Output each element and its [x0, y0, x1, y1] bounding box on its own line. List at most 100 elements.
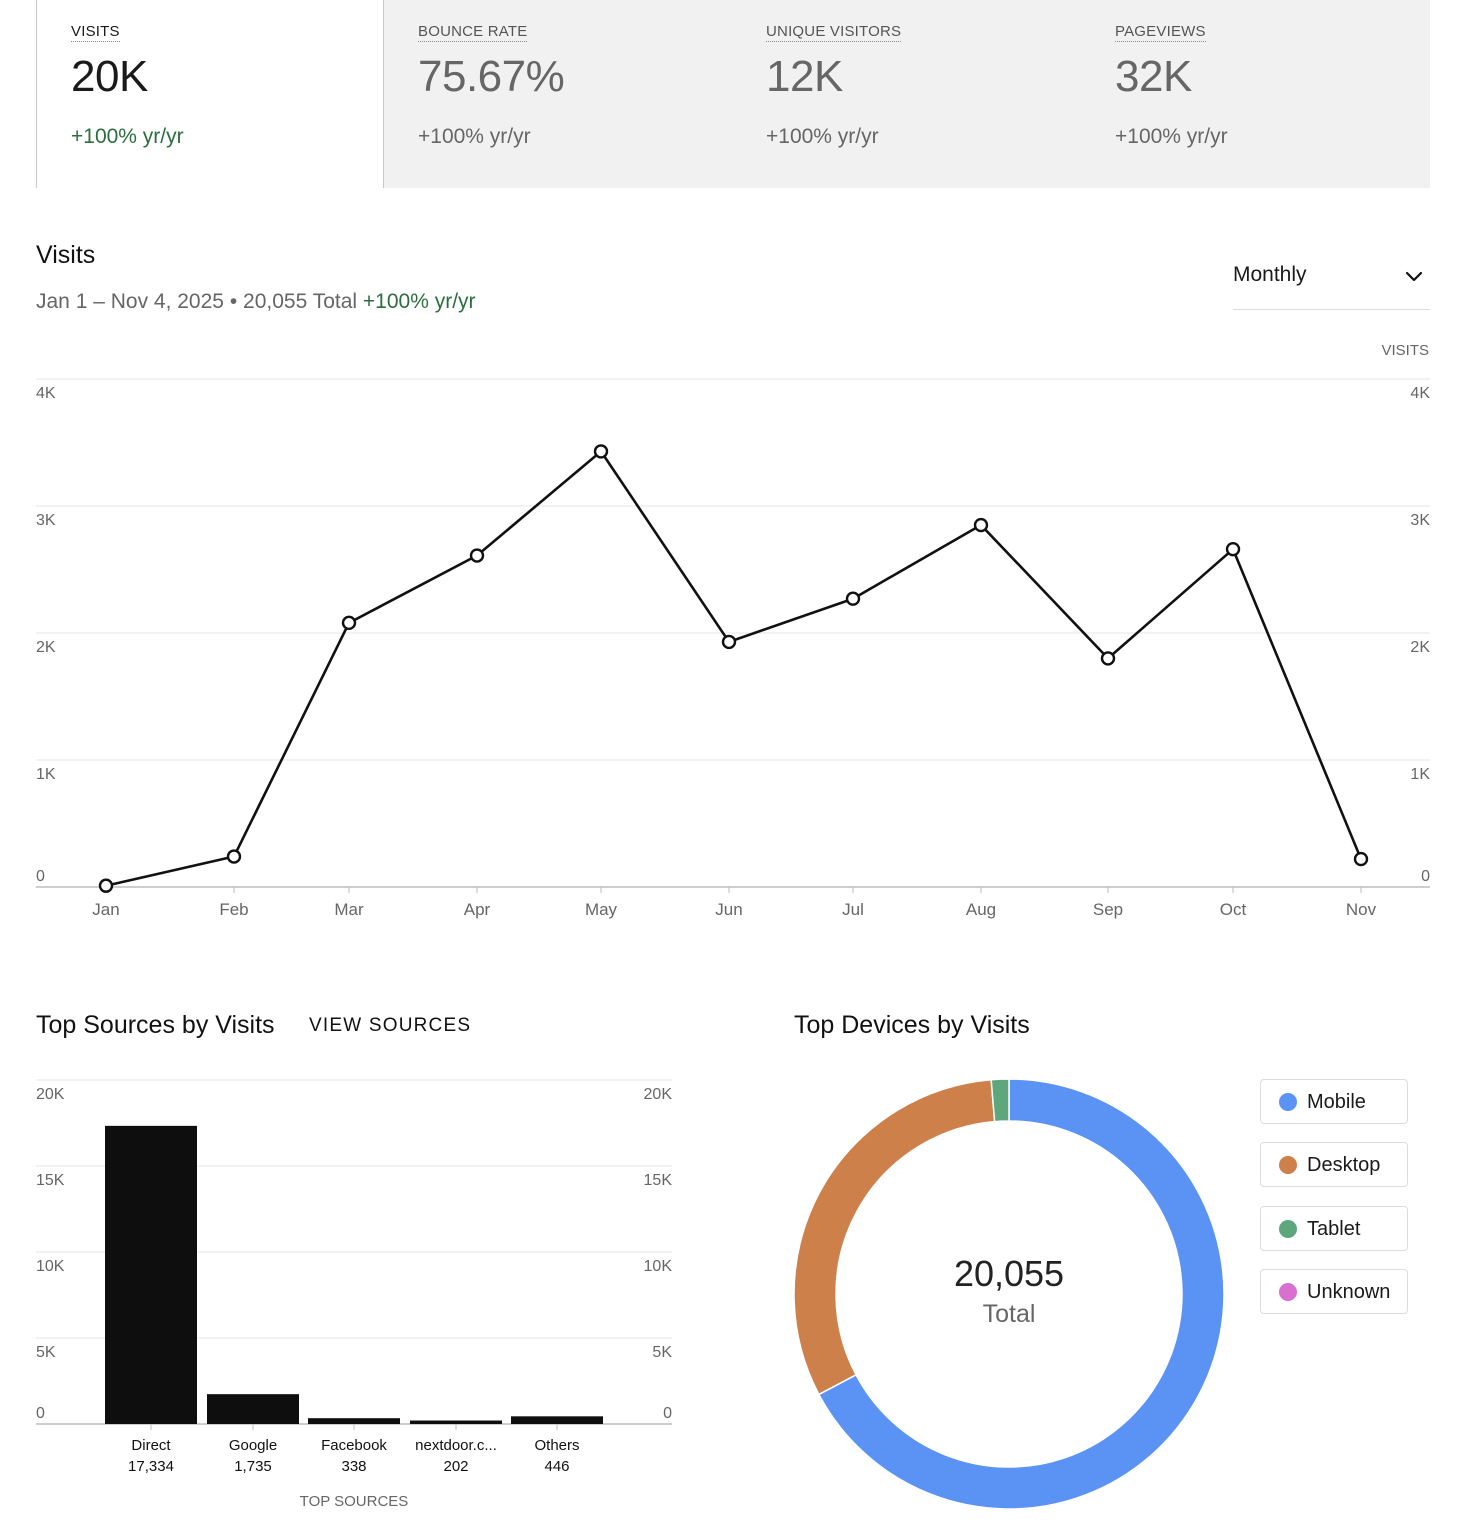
- data-point[interactable]: [1225, 541, 1241, 557]
- legend-item-tablet[interactable]: Tablet: [1260, 1206, 1408, 1251]
- y-tick-label-right: 4K: [1410, 385, 1430, 402]
- metric-card-visits[interactable]: VISITS 20K +100% yr/yr: [36, 0, 384, 188]
- x-tick-label: Jul: [842, 900, 864, 919]
- source-bar[interactable]: [308, 1418, 400, 1424]
- x-tick-label: Mar: [334, 900, 364, 919]
- donut-center-label: Total: [983, 1300, 1036, 1328]
- metric-value: 32K: [1115, 52, 1192, 101]
- metric-value: 75.67%: [418, 52, 565, 101]
- x-tick-label: Oct: [1220, 900, 1247, 919]
- metric-label: VISITS: [71, 23, 120, 42]
- y-tick-label-left: 10K: [36, 1258, 65, 1275]
- x-tick-label: Direct: [131, 1437, 171, 1454]
- data-point[interactable]: [973, 517, 989, 533]
- y-tick-label-right: 1K: [1410, 766, 1430, 783]
- visits-total: 20,055 Total: [243, 290, 358, 313]
- y-tick-label-left: 1K: [36, 766, 56, 783]
- metric-change: +100% yr/yr: [766, 125, 879, 148]
- y-tick-label-right: 10K: [644, 1258, 673, 1275]
- data-point[interactable]: [341, 615, 357, 631]
- metric-card-pageviews[interactable]: PAGEVIEWS 32K +100% yr/yr: [1081, 0, 1430, 188]
- metric-label: UNIQUE VISITORS: [766, 23, 902, 42]
- source-bar[interactable]: [511, 1416, 603, 1424]
- period-dropdown-value: Monthly: [1233, 263, 1307, 286]
- y-tick-label-left: 15K: [36, 1172, 65, 1189]
- donut-slice-tablet[interactable]: [990, 1078, 1010, 1123]
- visits-summary: Jan 1 – Nov 4, 2025 • 20,055 Total +100%…: [36, 289, 476, 315]
- metric-label: PAGEVIEWS: [1115, 23, 1206, 42]
- data-point[interactable]: [226, 849, 242, 864]
- y-tick-label-right: 15K: [644, 1172, 673, 1189]
- view-sources-link[interactable]: VIEW SOURCES: [309, 1015, 472, 1036]
- legend-item-mobile[interactable]: Mobile: [1260, 1079, 1408, 1124]
- metric-value: 12K: [766, 52, 843, 101]
- bar-chart-axis-title: TOP SOURCES: [300, 1493, 409, 1510]
- visits-separator: •: [229, 290, 238, 313]
- donut-slice-desktop[interactable]: [793, 1078, 996, 1396]
- x-tick-label: Feb: [219, 900, 248, 919]
- legend-label: Desktop: [1307, 1154, 1381, 1176]
- period-dropdown[interactable]: Monthly: [1233, 256, 1430, 310]
- metric-value: 20K: [71, 52, 148, 101]
- metric-cards: VISITS 20K +100% yr/yr BOUNCE RATE 75.67…: [36, 0, 1430, 188]
- metric-change: +100% yr/yr: [418, 125, 531, 148]
- x-tick-label: Nov: [1346, 900, 1377, 919]
- x-tick-label: Apr: [464, 900, 491, 919]
- bar-value-label: 446: [544, 1458, 569, 1475]
- y-tick-label-right: 5K: [652, 1344, 672, 1361]
- donut-slice-mobile[interactable]: [817, 1078, 1225, 1510]
- y-tick-label-right: 20K: [644, 1086, 673, 1103]
- x-tick-label: nextdoor.c...: [415, 1437, 497, 1454]
- y-tick-label-right: 0: [1421, 868, 1430, 885]
- data-point[interactable]: [593, 444, 609, 459]
- devices-donut-chart: 20,055 Total: [793, 1078, 1225, 1510]
- data-point[interactable]: [469, 548, 485, 563]
- legend-item-desktop[interactable]: Desktop: [1260, 1142, 1408, 1187]
- x-tick-label: Jun: [715, 900, 742, 919]
- x-tick-label: Aug: [966, 900, 996, 919]
- x-tick-label: Others: [534, 1437, 579, 1454]
- y-tick-label-left: 4K: [36, 385, 56, 402]
- legend-dot-icon: [1279, 1283, 1297, 1301]
- x-tick-label: Sep: [1093, 900, 1123, 919]
- data-point[interactable]: [1353, 851, 1369, 867]
- bar-value-label: 202: [443, 1458, 468, 1475]
- source-bar[interactable]: [410, 1420, 502, 1424]
- y-tick-label-right: 0: [663, 1405, 672, 1422]
- y-tick-label-left: 5K: [36, 1344, 56, 1361]
- metric-card-bounce-rate[interactable]: BOUNCE RATE 75.67% +100% yr/yr: [384, 0, 732, 188]
- data-point[interactable]: [721, 634, 737, 650]
- y-tick-label-right: 2K: [1410, 639, 1430, 656]
- source-bar[interactable]: [207, 1394, 299, 1424]
- visits-series-line: [105, 450, 1363, 887]
- x-tick-label: Google: [229, 1437, 277, 1454]
- legend-item-unknown[interactable]: Unknown: [1260, 1269, 1408, 1314]
- line-chart-axis-title: VISITS: [1381, 342, 1429, 359]
- data-point[interactable]: [1100, 651, 1116, 666]
- legend-dot-icon: [1279, 1220, 1297, 1238]
- y-tick-label-left: 0: [36, 868, 45, 885]
- data-point[interactable]: [98, 878, 114, 893]
- sources-title: Top Sources by Visits: [36, 1011, 275, 1039]
- chevron-down-icon: [1404, 266, 1424, 291]
- y-tick-label-right: 3K: [1410, 512, 1430, 529]
- metric-label: BOUNCE RATE: [418, 23, 528, 42]
- metric-card-unique-visitors[interactable]: UNIQUE VISITORS 12K +100% yr/yr: [732, 0, 1081, 188]
- legend-dot-icon: [1279, 1156, 1297, 1174]
- y-tick-label-left: 0: [36, 1405, 45, 1422]
- x-tick-label: Jan: [92, 900, 119, 919]
- bar-value-label: 1,735: [234, 1458, 272, 1475]
- x-tick-label: May: [585, 900, 618, 919]
- metric-change: +100% yr/yr: [71, 125, 184, 148]
- visits-title: Visits: [36, 241, 96, 269]
- legend-label: Mobile: [1307, 1091, 1366, 1113]
- visits-change: +100% yr/yr: [362, 290, 476, 313]
- devices-title: Top Devices by Visits: [794, 1011, 1030, 1039]
- data-point[interactable]: [845, 591, 861, 606]
- metric-change: +100% yr/yr: [1115, 125, 1228, 148]
- x-tick-label: Facebook: [321, 1437, 387, 1454]
- legend-label: Unknown: [1307, 1281, 1391, 1303]
- legend-label: Tablet: [1307, 1218, 1361, 1240]
- source-bar[interactable]: [105, 1125, 197, 1424]
- y-tick-label-left: 2K: [36, 639, 56, 656]
